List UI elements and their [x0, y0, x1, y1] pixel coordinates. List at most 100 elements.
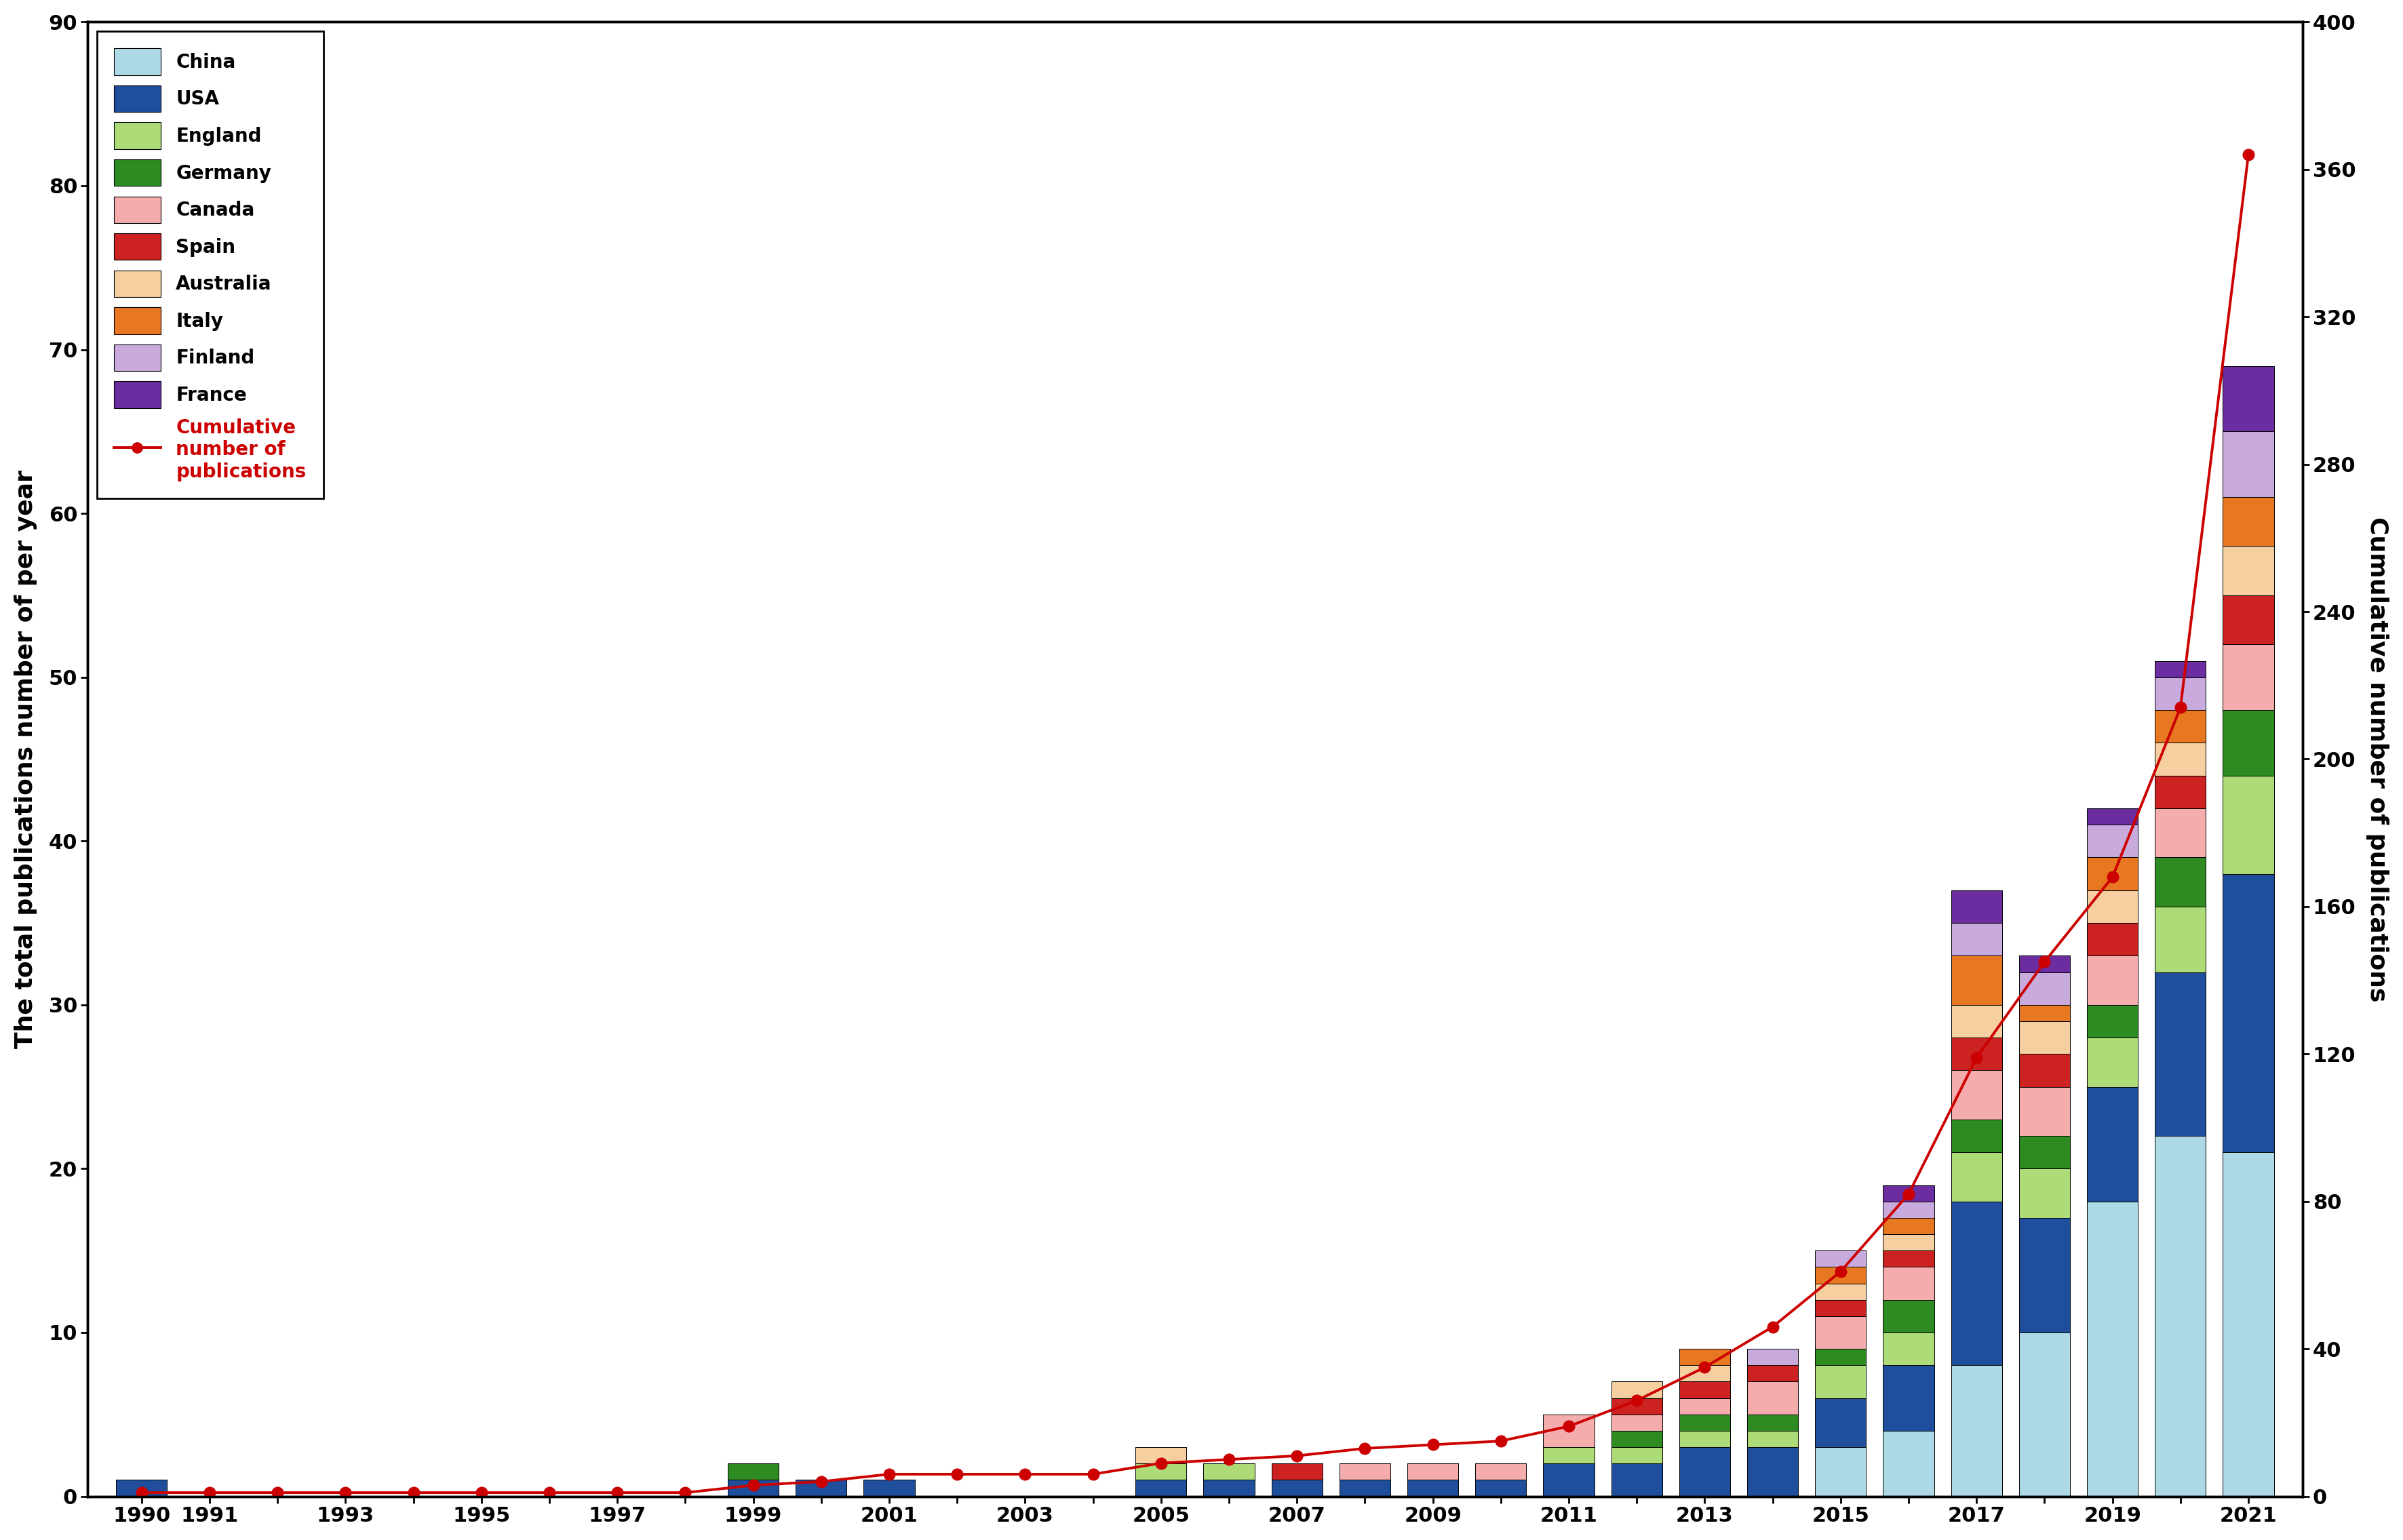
Bar: [1680, 1431, 1730, 1448]
Bar: [2019, 1137, 2069, 1169]
Bar: [1951, 890, 2002, 922]
Bar: [728, 1463, 779, 1480]
Bar: [2019, 1021, 2069, 1053]
Bar: [1884, 1366, 1934, 1431]
Bar: [2086, 1087, 2139, 1201]
Bar: [2019, 1006, 2069, 1021]
Bar: [1747, 1349, 1797, 1366]
Bar: [2223, 547, 2273, 596]
Bar: [1137, 1463, 1187, 1480]
Bar: [2223, 710, 2273, 776]
Bar: [2086, 890, 2139, 922]
Bar: [1408, 1480, 1459, 1497]
Bar: [1612, 1448, 1663, 1463]
Bar: [1814, 1349, 1867, 1366]
Bar: [2223, 596, 2273, 644]
Bar: [1747, 1431, 1797, 1448]
Bar: [1884, 1201, 1934, 1218]
Bar: [1814, 1300, 1867, 1317]
Bar: [1951, 922, 2002, 956]
Bar: [1951, 1070, 2002, 1120]
Bar: [2086, 922, 2139, 956]
Bar: [1680, 1414, 1730, 1431]
Bar: [2223, 431, 2273, 497]
Bar: [2155, 678, 2206, 710]
Bar: [2019, 1053, 2069, 1087]
Bar: [1814, 1317, 1867, 1349]
Bar: [2155, 776, 2206, 808]
Bar: [2019, 972, 2069, 1006]
Bar: [1408, 1463, 1459, 1480]
Bar: [1951, 1006, 2002, 1038]
Bar: [1680, 1448, 1730, 1497]
Bar: [1814, 1366, 1867, 1398]
Bar: [115, 1480, 168, 1497]
Bar: [1747, 1381, 1797, 1414]
Y-axis label: The total publications number of per year: The total publications number of per yea…: [14, 470, 36, 1049]
Bar: [1814, 1398, 1867, 1448]
Bar: [1814, 1250, 1867, 1267]
Bar: [1884, 1234, 1934, 1250]
Bar: [1884, 1300, 1934, 1332]
Bar: [863, 1480, 916, 1497]
Bar: [2223, 497, 2273, 547]
Bar: [1951, 1038, 2002, 1070]
Bar: [2223, 873, 2273, 1152]
Bar: [2086, 956, 2139, 1006]
Bar: [2223, 776, 2273, 873]
Bar: [1747, 1448, 1797, 1497]
Bar: [1612, 1463, 1663, 1497]
Bar: [2019, 1169, 2069, 1218]
Bar: [795, 1480, 846, 1497]
Bar: [2086, 1038, 2139, 1087]
Bar: [2155, 907, 2206, 972]
Bar: [1543, 1448, 1593, 1463]
Bar: [1338, 1463, 1391, 1480]
Bar: [1951, 1201, 2002, 1366]
Bar: [1747, 1414, 1797, 1431]
Bar: [1814, 1283, 1867, 1300]
Bar: [1884, 1332, 1934, 1366]
Bar: [1680, 1366, 1730, 1381]
Legend: China, USA, England, Germany, Canada, Spain, Australia, Italy, Finland, France, : China, USA, England, Germany, Canada, Sp…: [96, 31, 322, 499]
Bar: [1951, 956, 2002, 1006]
Bar: [1338, 1480, 1391, 1497]
Bar: [1612, 1431, 1663, 1448]
Bar: [1951, 1120, 2002, 1152]
Bar: [1612, 1414, 1663, 1431]
Bar: [1884, 1431, 1934, 1497]
Bar: [1884, 1267, 1934, 1300]
Bar: [2086, 858, 2139, 890]
Bar: [1475, 1480, 1526, 1497]
Bar: [2223, 367, 2273, 431]
Bar: [2086, 1201, 2139, 1497]
Bar: [1814, 1448, 1867, 1497]
Bar: [1137, 1480, 1187, 1497]
Bar: [2019, 956, 2069, 972]
Bar: [2019, 1087, 2069, 1137]
Bar: [2155, 858, 2206, 907]
Bar: [728, 1480, 779, 1497]
Bar: [2019, 1218, 2069, 1332]
Bar: [2155, 661, 2206, 678]
Bar: [2223, 644, 2273, 710]
Bar: [1271, 1480, 1322, 1497]
Bar: [2155, 710, 2206, 742]
Bar: [1680, 1381, 1730, 1398]
Bar: [1680, 1398, 1730, 1414]
Bar: [1204, 1480, 1254, 1497]
Bar: [1475, 1463, 1526, 1480]
Bar: [1884, 1186, 1934, 1201]
Bar: [2086, 1006, 2139, 1038]
Bar: [2155, 972, 2206, 1137]
Bar: [2019, 1332, 2069, 1497]
Bar: [2223, 1152, 2273, 1497]
Bar: [1612, 1398, 1663, 1414]
Bar: [1884, 1218, 1934, 1234]
Bar: [1204, 1463, 1254, 1480]
Bar: [1612, 1381, 1663, 1398]
Bar: [1814, 1267, 1867, 1283]
Bar: [2155, 1137, 2206, 1497]
Bar: [1543, 1463, 1593, 1497]
Bar: [1680, 1349, 1730, 1366]
